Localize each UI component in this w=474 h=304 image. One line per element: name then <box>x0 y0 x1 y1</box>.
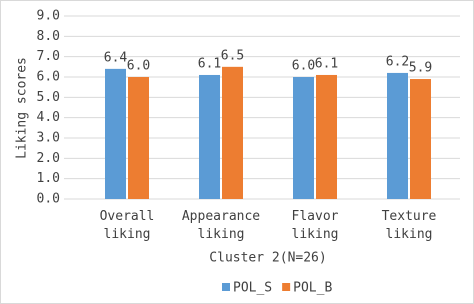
bar <box>387 72 408 199</box>
bar <box>199 74 220 199</box>
value-label: 5.9 <box>409 61 432 76</box>
y-tick-label: 9.0 <box>37 9 60 24</box>
value-label: 6.0 <box>127 59 150 74</box>
value-label: 6.0 <box>292 59 315 74</box>
x-axis-title: Cluster 2(N=26) <box>209 251 326 266</box>
bar <box>105 68 126 199</box>
y-tick-label: 0.0 <box>37 192 60 207</box>
x-tick-label-line: Overall <box>100 209 155 224</box>
legend-swatch <box>282 283 291 291</box>
value-label: 6.1 <box>315 56 338 71</box>
x-tick-label-line: Texture <box>382 209 437 224</box>
y-tick-label: 2.0 <box>37 151 60 166</box>
x-tick-label-line: Flavor <box>292 209 339 224</box>
value-label: 6.2 <box>386 54 409 69</box>
y-tick-label: 8.0 <box>37 29 60 44</box>
y-axis-title: Liking scores <box>15 57 30 159</box>
x-tick-label: Texture liking <box>382 209 437 242</box>
x-tick-label: Appearance liking <box>182 209 260 242</box>
x-tick-label-line: liking <box>292 227 339 242</box>
y-tick-label: 1.0 <box>37 171 60 186</box>
bar <box>316 74 337 199</box>
y-tick-label: 3.0 <box>37 131 60 146</box>
y-tick-label: 4.0 <box>37 110 60 125</box>
x-tick-label-line: liking <box>104 227 151 242</box>
legend-label: POL_B <box>293 281 332 296</box>
x-tick-label: Overall liking <box>100 209 155 242</box>
y-tick-label: 5.0 <box>37 90 60 105</box>
legend-label: POL_S <box>233 281 272 296</box>
bar <box>222 66 243 199</box>
x-tick-label-line: liking <box>386 227 433 242</box>
bar <box>128 77 149 199</box>
x-tick-label-line: Appearance <box>182 209 260 224</box>
bar <box>293 77 314 199</box>
value-label: 6.4 <box>104 50 128 65</box>
value-label: 6.1 <box>198 56 221 71</box>
x-tick-label: Flavor liking <box>292 209 339 242</box>
bar <box>410 79 431 199</box>
legend-swatch <box>222 283 230 291</box>
value-label: 6.5 <box>221 48 244 63</box>
y-tick-label: 6.0 <box>37 70 60 85</box>
x-tick-label-line: liking <box>198 227 245 242</box>
y-tick-label: 7.0 <box>37 49 60 64</box>
